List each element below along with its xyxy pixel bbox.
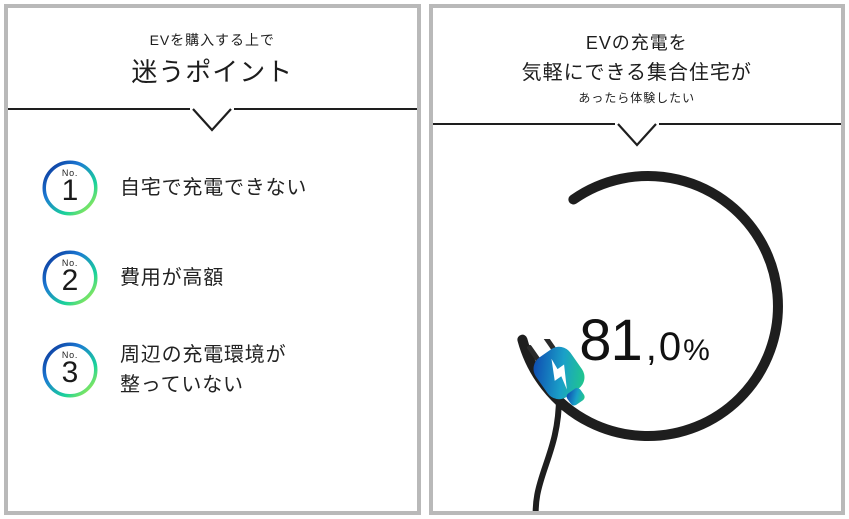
left-item-list: No. 1 自宅で充電できない No. 2 費用が高額 [28,148,397,400]
list-item: No. 3 周辺の充電環境が 整っていない [42,340,387,400]
divider-line-right [234,108,416,110]
rank-badge: No. 3 [42,342,98,398]
right-panel: EVの充電を 気軽にできる集合住宅が あったら体験したい [429,4,846,515]
rank-badge: No. 1 [42,160,98,216]
rank-number: 2 [42,264,98,298]
item-text: 費用が高額 [120,263,224,293]
list-item: No. 1 自宅で充電できない [42,160,387,216]
divider-line-left [433,123,615,125]
left-heading-sup: EVを購入する上で [28,30,397,52]
rank-badge: No. 2 [42,250,98,306]
gauge-sep: , [642,325,659,369]
item-text: 自宅で充電できない [120,173,307,203]
left-heading-main: 迷うポイント [28,52,397,92]
left-panel: EVを購入する上で 迷うポイント No. 1 自宅で充電できない [4,4,421,515]
gauge-unit: % [681,334,710,367]
gauge-label: 81,0% [579,307,710,374]
right-heading-main: 気軽にできる集合住宅が [453,58,822,89]
gauge-int: 81 [579,308,642,373]
left-divider [8,98,417,132]
list-item: No. 2 費用が高額 [42,250,387,306]
gauge-dec: 0 [659,325,681,369]
left-heading: EVを購入する上で 迷うポイント [28,30,397,92]
divider-line-right [659,123,841,125]
rank-number: 3 [42,356,98,390]
divider-notch-icon [617,123,657,147]
right-heading-sup: EVの充電を [453,30,822,58]
right-heading: EVの充電を 気軽にできる集合住宅が あったら体験したい [453,30,822,107]
divider-line-left [8,108,190,110]
divider-notch-icon [192,108,232,132]
right-heading-sub: あったら体験したい [453,89,822,108]
item-text: 周辺の充電環境が 整っていない [120,340,286,400]
right-divider [433,113,842,147]
rank-number: 1 [42,174,98,208]
gauge-wrap: 81,0% [453,163,822,503]
